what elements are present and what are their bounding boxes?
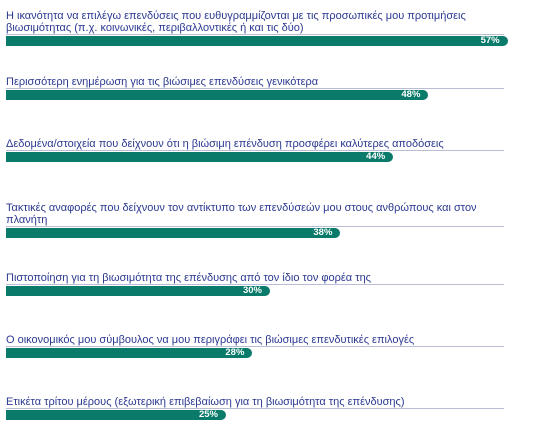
bar — [6, 286, 270, 296]
bar — [6, 36, 508, 46]
bar-value-label: 44% — [366, 151, 386, 162]
bar-value-label: 57% — [480, 35, 500, 46]
row-divider — [6, 284, 504, 285]
bar — [6, 410, 226, 420]
row-divider — [6, 408, 504, 409]
bar — [6, 90, 429, 100]
bar — [6, 152, 394, 162]
row-divider — [6, 88, 504, 89]
category-label: Πιστοποίηση για τη βιωσιμότητα της επένδ… — [6, 272, 371, 284]
bar-value-label: 25% — [198, 409, 218, 420]
row-divider — [6, 346, 504, 347]
bar — [6, 228, 341, 238]
row-divider — [6, 226, 504, 227]
bar-value-label: 48% — [401, 89, 421, 100]
bar-value-label: 28% — [225, 347, 245, 358]
category-label: Περισσότερη ενημέρωση για τις βιώσιμες ε… — [6, 76, 319, 88]
bar-value-label: 38% — [313, 227, 333, 238]
row-divider — [6, 150, 504, 151]
bar — [6, 348, 253, 358]
row-divider — [6, 34, 504, 35]
bar-value-label: 30% — [242, 285, 262, 296]
category-label: Τακτικές αναφορές που δείχνουν τον αντίκ… — [6, 202, 477, 226]
category-label: Η ικανότητα να επιλέγω επενδύσεις που ευ… — [6, 10, 466, 34]
category-label: Ετικέτα τρίτου μέρους (εξωτερική επιβεβα… — [6, 396, 405, 408]
category-label: Ο οικονομικός μου σύμβουλος να μου περιγ… — [6, 334, 415, 346]
category-label: Δεδομένα/στοιχεία που δείχνουν ότι η βιώ… — [6, 138, 444, 150]
